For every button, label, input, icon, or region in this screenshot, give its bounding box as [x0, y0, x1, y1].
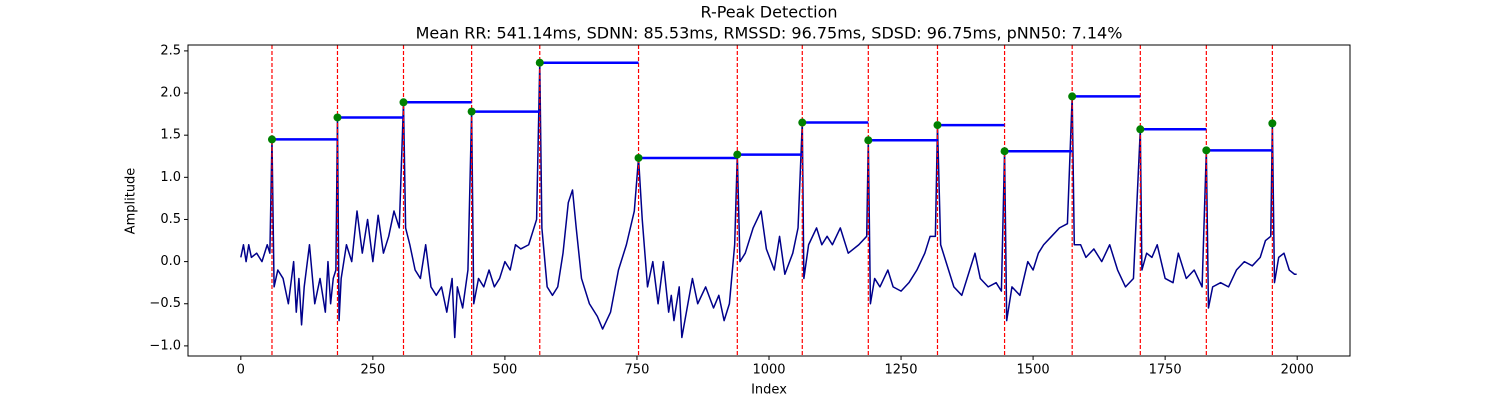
- y-axis-label: Amplitude: [124, 168, 139, 235]
- r-peak: [1068, 92, 1077, 101]
- y-tick-label: −1.0: [149, 338, 181, 353]
- y-tick-label: 1.5: [160, 128, 181, 143]
- y-tick-label: 1.0: [160, 170, 181, 185]
- x-tick-label: 0: [237, 363, 245, 378]
- r-peak: [798, 118, 807, 127]
- x-axis-label: Index: [751, 383, 787, 398]
- r-peak: [1136, 125, 1145, 134]
- r-peak: [399, 98, 408, 107]
- r-peak: [634, 153, 643, 162]
- y-tick-label: 2.0: [160, 86, 181, 101]
- r-peak: [267, 135, 276, 144]
- r-peak: [467, 107, 476, 116]
- x-tick-label: 1000: [752, 363, 785, 378]
- r-peak: [733, 150, 742, 159]
- y-tick-label: 0.0: [160, 254, 181, 269]
- x-tick-label: 2000: [1281, 363, 1314, 378]
- signal-line: [240, 61, 1297, 339]
- chart-subtitle: Mean RR: 541.14ms, SDNN: 85.53ms, RMSSD:…: [416, 24, 1123, 43]
- x-tick-label: 1750: [1149, 363, 1182, 378]
- r-peak: [333, 113, 342, 122]
- y-tick-label: 2.5: [160, 43, 181, 58]
- r-peak: [535, 58, 544, 67]
- r-peak: [864, 136, 873, 145]
- x-tick-label: 750: [625, 363, 650, 378]
- x-tick-label: 1250: [884, 363, 917, 378]
- r-peak: [1202, 146, 1211, 155]
- r-peak: [933, 121, 942, 130]
- chart-title: R-Peak Detection: [700, 3, 837, 22]
- r-peak: [1000, 147, 1009, 156]
- r-peak: [1268, 119, 1277, 128]
- x-tick-label: 500: [492, 363, 517, 378]
- x-tick-label: 250: [360, 363, 385, 378]
- x-tick-label: 1500: [1017, 363, 1050, 378]
- y-tick-label: −0.5: [149, 296, 181, 311]
- y-tick-label: 0.5: [160, 212, 181, 227]
